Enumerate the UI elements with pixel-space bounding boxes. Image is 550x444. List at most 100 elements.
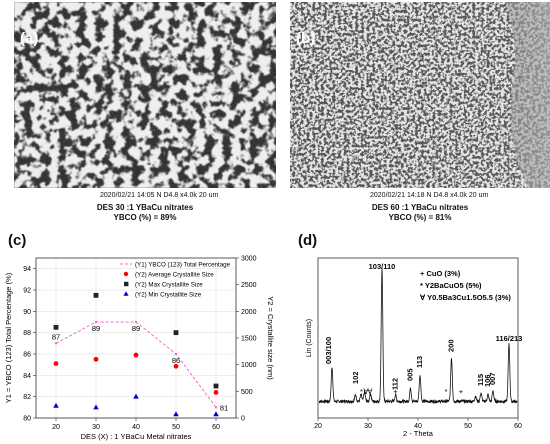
phase-marker: * xyxy=(445,387,448,396)
y-axis-label-left-c: Y1 = YBCO (123) Total Percentage (%) xyxy=(4,272,13,403)
legend-swatch-min xyxy=(123,291,129,296)
x-tick-label-c: 40 xyxy=(132,424,140,431)
chart-c: 20 30 40 50 60 80 82 84 86 88 90 92 94 0 500 1000 1500 20… xyxy=(4,256,275,442)
average-crystallite-point xyxy=(213,390,219,395)
y-right-tick-label-c: 1000 xyxy=(241,362,257,369)
y-right-tick-label-c: 0 xyxy=(241,416,245,423)
peak-label: 003/100 xyxy=(324,337,333,364)
y-right-tick-label-c: 500 xyxy=(241,389,253,396)
ybco-data-label: 81 xyxy=(220,403,228,412)
peak-label: 102 xyxy=(351,371,360,384)
min-crystallite-point xyxy=(133,393,139,399)
ybco-point xyxy=(174,352,178,356)
phase-marker: + xyxy=(459,387,464,396)
ybco-point xyxy=(214,406,218,409)
peak-label: 005 xyxy=(406,368,415,381)
y-left-tick-label-c: 80 xyxy=(23,416,31,423)
x-tick-label-d: 50 xyxy=(464,423,472,430)
sem-image-a: (a) xyxy=(14,2,276,188)
caption-b-line2: YBCO (%) = 81% xyxy=(388,213,452,222)
peak-label: 103/110 xyxy=(369,262,396,271)
peak-label: 113 xyxy=(415,356,424,368)
min-crystallite-point xyxy=(53,402,59,408)
peak-label: 200 xyxy=(447,339,456,352)
legend-entry-d: + CuO (3%) xyxy=(420,269,461,278)
max-crystallite-point xyxy=(173,330,179,336)
y-left-tick-label-c: 86 xyxy=(23,352,31,359)
phase-marker: ∀ xyxy=(363,387,369,396)
legend-entry-c: (Y2) Min Crystallite Size xyxy=(135,291,202,298)
y-right-tick-label-c: 2500 xyxy=(241,282,257,289)
y-left-tick-label-c: 88 xyxy=(23,330,31,337)
x-tick-label-c: 60 xyxy=(212,424,220,431)
y-left-tick-label-c: 92 xyxy=(23,288,31,295)
ybco-point xyxy=(94,320,98,324)
legend-entry-d: * Y2BaCuO5 (5%) xyxy=(420,281,482,290)
x-tick-label-d: 20 xyxy=(314,423,322,430)
y-right-tick-label-c: 1500 xyxy=(241,336,257,343)
panel-label-b: (b) xyxy=(296,30,316,47)
max-crystallite-point xyxy=(53,324,59,330)
panel-d: (d) 20 30 40 50 60 003/100 102 103/110 112 005 11… xyxy=(284,230,550,444)
phase-marker: * xyxy=(360,387,363,396)
y-right-tick-label-c: 3000 xyxy=(241,256,257,263)
ybco-point xyxy=(134,320,138,324)
sem-texture-b xyxy=(290,2,550,188)
legend-entry-c: (Y1) YBCO (123) Total Percentage xyxy=(135,261,231,268)
panel-a: (a) 2020/02/21 14:05 N D4.8 x4.0k 20 um … xyxy=(14,2,276,222)
x-axis-label-c: DES (X) : 1 YBaCu Metal nitrates xyxy=(81,432,192,441)
x-tick-label-c: 50 xyxy=(172,424,180,431)
panel-label-d: (d) xyxy=(298,232,318,249)
caption-b-line1: DES 60 :1 YBaCu nitrates xyxy=(371,203,469,212)
peak-label: 007 xyxy=(488,372,497,385)
panel-b: (b) 2020/02/21 14:18 N D4.8 x4.0k 20 um … xyxy=(290,2,550,222)
ybco-data-label: 86 xyxy=(172,356,180,365)
peak-label: 112 xyxy=(391,378,400,390)
min-crystallite-point xyxy=(173,411,179,417)
legend-swatch-average xyxy=(123,271,129,277)
min-crystallite-point xyxy=(93,404,99,410)
peak-label: 115 xyxy=(476,374,485,386)
y-axis-label-d: Lin (Counts) xyxy=(306,319,313,357)
xrd-trace xyxy=(318,268,518,405)
sem-info-a: 2020/02/21 14:05 N D4.8 x4.0k 20 um xyxy=(100,192,219,199)
x-tick-label-d: 30 xyxy=(364,423,372,430)
ybco-data-label: 89 xyxy=(92,324,100,333)
x-tick-label-c: 20 xyxy=(52,424,60,431)
phase-marker: + xyxy=(393,387,398,396)
y-axis-label-right-c: Y2 = Crystallite size (nm) xyxy=(266,296,275,380)
caption-a-line1: DES 30 :1 YBaCu nitrates xyxy=(96,203,194,212)
max-crystallite-point xyxy=(93,292,99,298)
peak-label: 106 xyxy=(483,374,492,387)
sem-info-b: 2020/02/21 14:18 N D4.8 x4.0k 20 um xyxy=(370,192,489,199)
min-crystallite-point xyxy=(213,411,219,417)
legend-swatch-max xyxy=(124,281,129,287)
max-crystallite-point xyxy=(213,383,219,389)
ybco-data-label: 87 xyxy=(52,332,60,341)
phase-marker: ∀ xyxy=(367,387,373,396)
average-crystallite-point xyxy=(173,363,179,369)
y-left-tick-label-c: 94 xyxy=(23,266,31,273)
x-tick-label-d: 40 xyxy=(414,423,422,430)
average-crystallite-point xyxy=(133,352,139,358)
x-axis-label-d: 2 - Theta xyxy=(403,429,434,438)
peak-label: 116/213 xyxy=(496,334,523,343)
sem-texture-a xyxy=(14,2,276,188)
panel-label-a: (a) xyxy=(20,30,39,47)
legend-entry-c: (Y2) Max Crystallite Size xyxy=(135,281,203,288)
panel-label-c: (c) xyxy=(8,232,27,249)
average-crystallite-point xyxy=(53,361,59,366)
caption-a-line2: YBCO (%) = 89% xyxy=(113,213,177,222)
panel-c: (c) 20 30 40 50 60 80 82 84 86 88 90 92 94 0 500 1000 15… xyxy=(0,230,275,444)
legend-entry-d: ∀ Y0.5Ba3Cu1.5O5.5 (3%) xyxy=(419,293,511,302)
ybco-data-label: 89 xyxy=(132,324,140,333)
sem-image-b: (b) xyxy=(290,2,550,188)
y-right-tick-label-c: 2000 xyxy=(241,309,257,316)
y-left-tick-label-c: 84 xyxy=(23,373,31,380)
x-tick-label-c: 30 xyxy=(92,424,100,431)
ybco-point xyxy=(54,342,58,345)
y-left-tick-label-c: 82 xyxy=(23,394,31,401)
legend-entry-c: (Y2) Average Crystallite Size xyxy=(135,271,214,278)
y-left-tick-label-c: 90 xyxy=(23,309,31,316)
